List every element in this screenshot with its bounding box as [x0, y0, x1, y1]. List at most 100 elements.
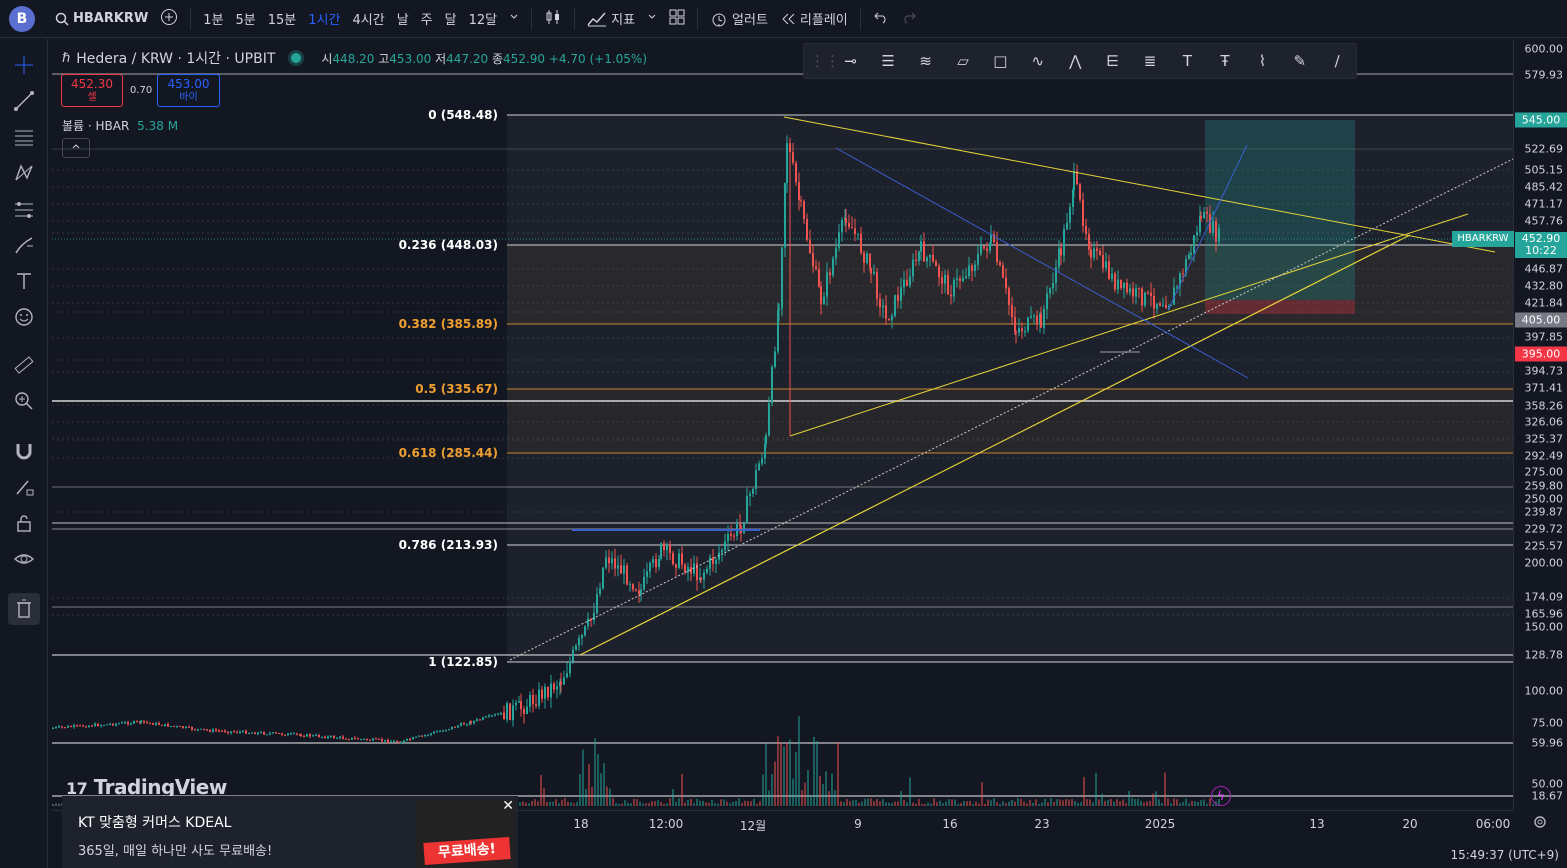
volume-bar	[52, 803, 54, 806]
indicators-button[interactable]: 지표	[581, 9, 641, 28]
volume-bar	[942, 803, 944, 806]
collapse-legend-button[interactable]	[62, 138, 90, 158]
redo-button[interactable]	[895, 10, 923, 28]
fib-levels-icon[interactable]: ☰	[881, 52, 895, 70]
text-tool-icon[interactable]	[10, 267, 38, 295]
volume-bar	[1035, 799, 1037, 806]
candle-body	[375, 738, 377, 740]
parallel-channel-icon[interactable]: ▱	[957, 52, 969, 70]
volume-bar	[519, 802, 521, 806]
interval-1[interactable]: 5분	[235, 13, 256, 28]
volume-bar	[654, 801, 656, 806]
horizontal-ray-icon[interactable]: ⊸	[844, 52, 857, 70]
search-icon	[55, 12, 69, 26]
symbol-title[interactable]: Hedera / KRW · 1시간 · UPBIT	[76, 51, 276, 67]
interval-3[interactable]: 1시간	[308, 13, 341, 28]
sell-button[interactable]: 452.30 셀	[61, 74, 123, 107]
indicators-dropdown[interactable]	[641, 11, 663, 26]
trend-line-icon[interactable]	[10, 87, 38, 115]
interval-dropdown[interactable]	[503, 11, 525, 26]
abc-pattern-icon[interactable]: ⋀	[1069, 52, 1082, 70]
interval-5[interactable]: 날	[396, 13, 409, 28]
trash-icon[interactable]	[8, 593, 40, 625]
candle-body	[544, 686, 546, 699]
symbol-search[interactable]: HBARKRW	[49, 11, 154, 26]
candle-body	[947, 274, 949, 295]
price-chart[interactable]	[52, 40, 1513, 810]
text-icon[interactable]: T	[1182, 52, 1193, 70]
magnet-icon[interactable]	[10, 437, 38, 465]
lock-pencil-icon[interactable]	[10, 473, 38, 501]
settings-gear-icon[interactable]	[1531, 813, 1549, 835]
candle-body	[170, 725, 172, 727]
rectangle-icon[interactable]: □	[993, 52, 1008, 70]
lock-icon[interactable]	[10, 509, 38, 537]
candle-body	[67, 726, 69, 728]
price-tick: 579.93	[1524, 68, 1564, 82]
buy-button[interactable]: 453.00 바이	[157, 74, 220, 107]
candle-body	[777, 310, 779, 352]
drag-handle-icon[interactable]: ⋮⋮	[810, 52, 840, 70]
levels-icon[interactable]: ⋿	[1106, 52, 1120, 70]
text-anchor-icon[interactable]: Ŧ	[1220, 52, 1230, 70]
eye-icon[interactable]	[10, 545, 38, 573]
volume-bar	[1119, 801, 1121, 806]
highlighter-icon[interactable]: ✎	[1293, 52, 1307, 70]
interval-6[interactable]: 주	[420, 13, 433, 28]
volume-bar	[1047, 802, 1049, 806]
ruler-icon[interactable]	[10, 351, 38, 379]
interval-2[interactable]: 15분	[267, 13, 297, 28]
zoom-in-icon[interactable]	[10, 387, 38, 415]
candle-body	[336, 737, 338, 739]
candle-body	[82, 725, 84, 727]
volume-bar	[55, 803, 57, 806]
ad-banner[interactable]: KT 맞춤형 커머스 KDEAL 365일, 매일 하나만 사도 무료배송! 무…	[62, 796, 518, 868]
volume-bar	[1161, 803, 1163, 806]
undo-button[interactable]	[867, 10, 895, 28]
volume-bar	[876, 799, 878, 806]
volume-bar	[1122, 799, 1124, 806]
candle-body	[891, 315, 893, 321]
prediction-tool-icon[interactable]	[10, 195, 38, 223]
interval-7[interactable]: 달	[444, 13, 457, 28]
candle-body	[608, 557, 610, 564]
candle-body	[185, 726, 187, 728]
crosshair-icon[interactable]	[10, 51, 38, 79]
compare-symbol-button[interactable]	[154, 8, 184, 30]
volume-bar	[894, 801, 896, 806]
emoji-icon[interactable]	[10, 303, 38, 331]
candle-body	[1021, 328, 1023, 332]
candle-body	[179, 725, 181, 727]
alerts-button[interactable]: 얼러트	[704, 9, 774, 28]
pattern-icon[interactable]	[10, 159, 38, 187]
candle-body	[1153, 296, 1155, 309]
interval-0[interactable]: 1분	[203, 13, 224, 28]
volume-bar	[1083, 776, 1085, 806]
user-avatar[interactable]: B	[9, 5, 35, 32]
interval-4[interactable]: 4시간	[352, 13, 385, 28]
interval-8[interactable]: 12달	[468, 13, 498, 28]
ad-close-icon[interactable]: ✕	[502, 798, 514, 814]
volume-bar	[1065, 799, 1067, 806]
range-icon[interactable]: ≣	[1143, 52, 1157, 70]
candle-body	[509, 703, 511, 721]
fib-retracement-icon[interactable]	[10, 123, 38, 151]
candle-body	[1063, 229, 1065, 256]
replay-button[interactable]: 리플레이	[774, 9, 854, 28]
brush-icon[interactable]	[10, 231, 38, 259]
chart-type-button[interactable]	[538, 8, 568, 30]
candle-body	[500, 712, 502, 715]
lightning-icon[interactable]: ϟ	[1211, 786, 1231, 806]
fib-channel-icon[interactable]: ≋	[919, 52, 932, 70]
layout-button[interactable]	[663, 9, 691, 29]
chart-pane[interactable]	[52, 40, 1513, 810]
time-tick: 12:00	[648, 817, 684, 831]
elliott-wave-icon[interactable]: ∿	[1031, 52, 1045, 70]
price-axis[interactable]: 600.00 579.93 522.69 505.15 485.42 471.17 457.…	[1513, 40, 1567, 810]
ad-image[interactable]: 무료배송!	[416, 800, 516, 868]
brush-icon[interactable]: ⌇	[1258, 52, 1267, 70]
volume-bar	[906, 802, 908, 806]
candle-body	[1049, 288, 1051, 294]
volume-bar	[804, 782, 806, 806]
line-icon[interactable]: ∕	[1334, 52, 1340, 70]
